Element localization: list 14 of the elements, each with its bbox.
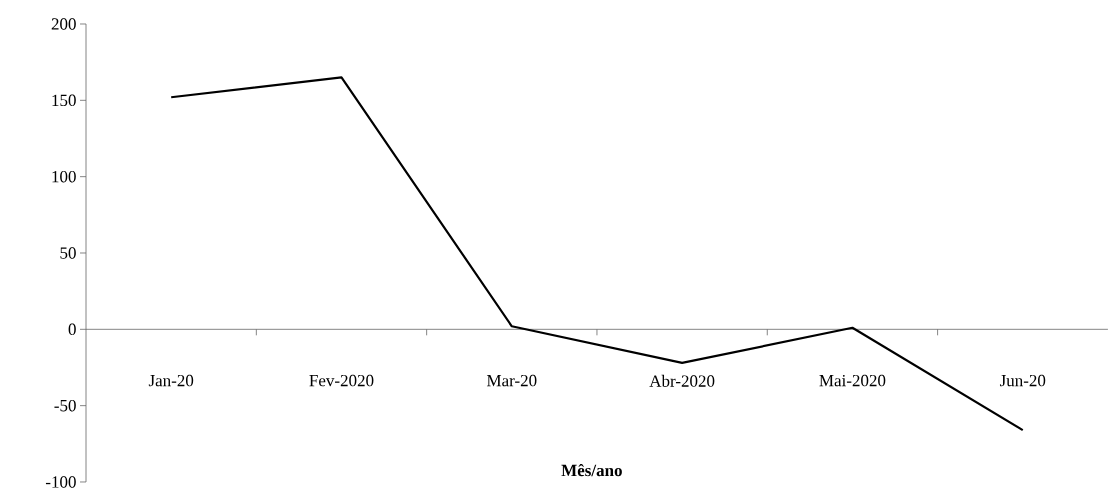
y-tick-label: -100	[45, 476, 76, 488]
x-tick-label: Mai-2020	[819, 374, 886, 387]
x-tick-label: Fev-2020	[309, 374, 374, 387]
x-axis-title: Mês/ano	[561, 464, 622, 477]
x-tick-label: Abr-2020	[649, 374, 715, 387]
y-tick-label: -50	[54, 399, 76, 412]
x-tick-label: Mar-20	[486, 374, 537, 387]
y-tick-label: 100	[52, 170, 76, 183]
y-tick-label: 50	[60, 247, 76, 259]
y-tick-label: 0	[68, 323, 76, 336]
y-tick-label: 200	[51, 18, 76, 30]
x-tick-label: Jan-20	[148, 374, 194, 387]
y-tick-label: 150	[52, 94, 76, 107]
x-tick-label: Jun-20	[999, 374, 1046, 387]
